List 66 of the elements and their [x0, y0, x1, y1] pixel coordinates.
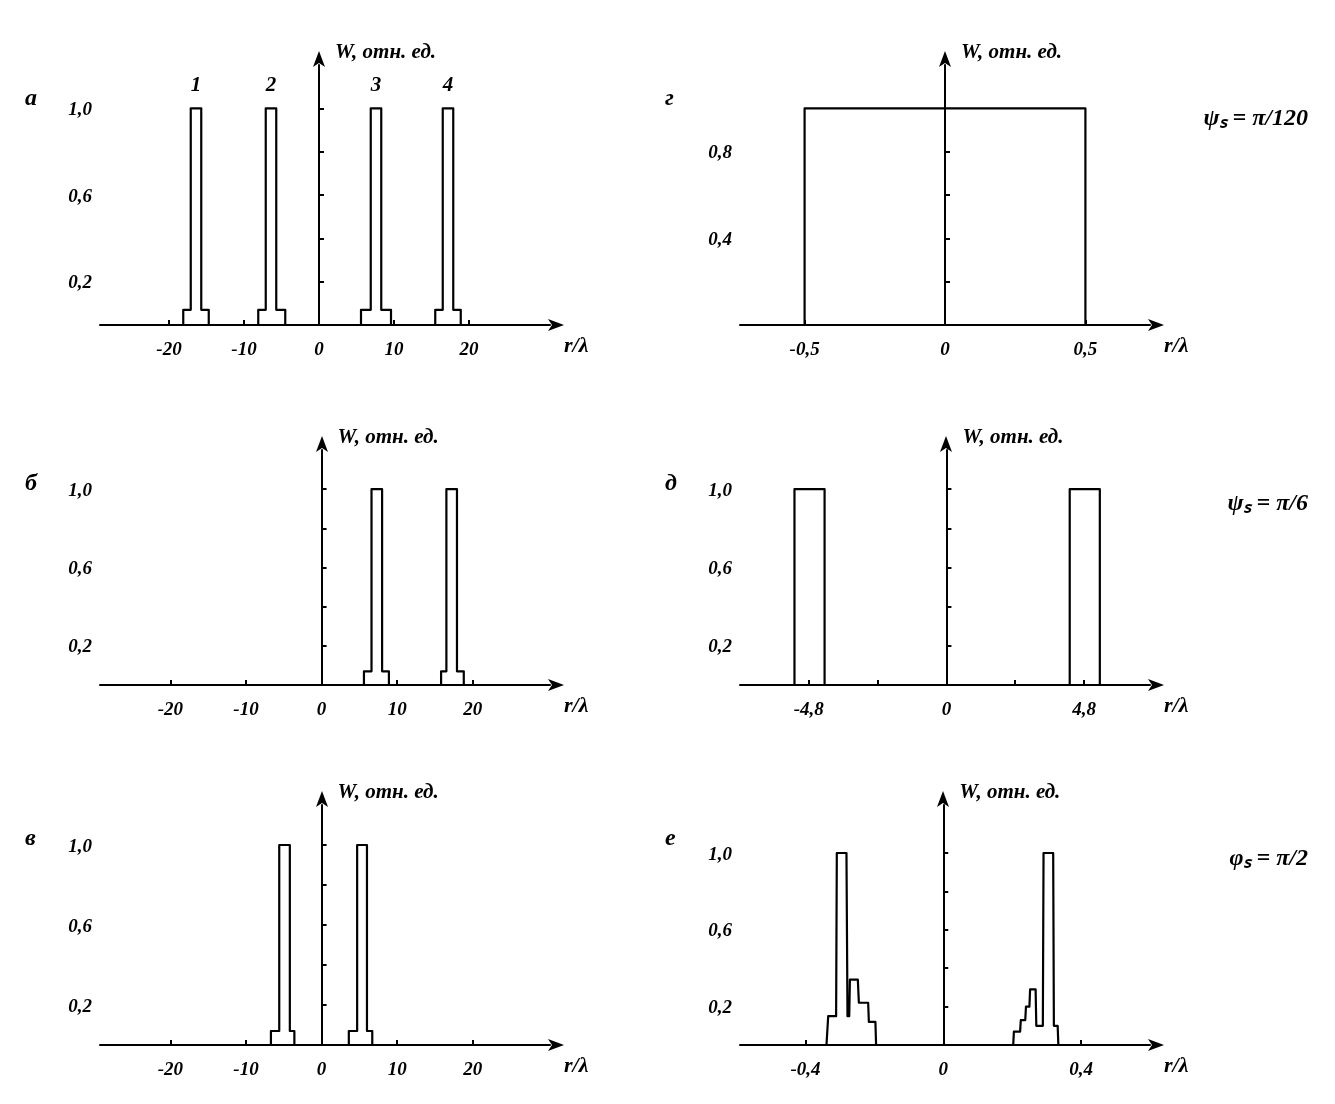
y-tick-label: 0,6	[68, 914, 93, 936]
y-axis-title: W, отн. ед.	[962, 423, 1064, 448]
y-tick-label: 1,0	[68, 478, 93, 500]
y-tick-label: 0,6	[708, 557, 733, 578]
x-tick-label: -0,5	[789, 338, 821, 359]
text: е	[665, 824, 676, 850]
text: в	[25, 824, 36, 850]
annotation: 4	[441, 71, 454, 96]
x-tick-label: 10	[387, 1058, 408, 1079]
x-tick-label: 0,5	[1073, 338, 1098, 359]
x-axis-title: r/λ	[1164, 1051, 1189, 1077]
y-tick-label: 0,2	[68, 994, 93, 1016]
x-axis-title: r/λ	[1164, 331, 1189, 357]
y-tick-label: 0,6	[708, 919, 733, 941]
y-tick-label: 0,2	[708, 635, 733, 657]
x-tick-label: 20	[462, 698, 483, 719]
x-tick-label: -4,8	[793, 698, 825, 719]
y-axis-title: W, отн. ед.	[959, 778, 1061, 803]
x-tick-label: 10	[384, 338, 404, 359]
text: г	[665, 84, 674, 110]
x-tick-label: 0,4	[1069, 1058, 1093, 1079]
y-tick-label: 1,0	[68, 97, 93, 119]
y-tick-label: 0,2	[708, 996, 733, 1018]
x-axis-title: r/λ	[564, 691, 589, 717]
x-axis-title: r/λ	[1164, 691, 1189, 717]
y-tick-label: 0,2	[68, 635, 93, 657]
x-tick-label: -20	[157, 1058, 184, 1079]
x-tick-label: 20	[462, 1058, 483, 1079]
y-tick-label: 0,2	[68, 271, 93, 293]
x-axis-title: r/λ	[564, 1051, 589, 1077]
y-tick-label: 0,4	[708, 227, 732, 249]
text: ψₛ = π/120	[1203, 104, 1309, 130]
x-tick-label: 0	[316, 698, 327, 719]
x-tick-label: 0	[940, 338, 951, 359]
x-tick-label: 0	[316, 1058, 327, 1079]
annotation: 3	[369, 71, 382, 96]
x-tick-label: -0,4	[790, 1058, 821, 1079]
y-tick-label: 0,8	[708, 141, 733, 163]
text: д	[665, 469, 677, 495]
annotation: 2	[264, 71, 277, 96]
x-axis-title: r/λ	[564, 331, 589, 357]
annotation: 1	[190, 71, 202, 96]
x-tick-label: -20	[156, 338, 183, 359]
x-tick-label: 10	[387, 698, 408, 719]
y-tick-label: 0,6	[68, 557, 93, 578]
x-tick-label: -10	[231, 338, 258, 359]
x-tick-label: 0	[314, 338, 325, 359]
y-axis-title: W, отн. ед.	[337, 423, 439, 448]
x-tick-label: 0	[941, 698, 952, 719]
y-tick-label: 1,0	[708, 842, 733, 864]
text: а	[25, 84, 37, 110]
x-tick-label: -20	[157, 698, 184, 719]
y-tick-label: 1,0	[708, 478, 733, 500]
y-axis-title: W, отн. ед.	[337, 778, 439, 803]
x-tick-label: 4,8	[1071, 698, 1097, 719]
x-tick-label: -10	[233, 698, 260, 719]
text: б	[25, 469, 38, 495]
text: φₛ = π/2	[1229, 844, 1308, 870]
y-tick-label: 0,6	[68, 184, 93, 206]
x-tick-label: -10	[233, 1058, 260, 1079]
y-axis-title: W, отн. ед.	[961, 38, 1063, 63]
y-tick-label: 1,0	[68, 834, 93, 856]
y-axis-title: W, отн. ед.	[335, 38, 437, 63]
x-tick-label: 0	[938, 1058, 949, 1079]
text: ψₛ = π/6	[1227, 489, 1309, 515]
x-tick-label: 20	[458, 338, 479, 359]
